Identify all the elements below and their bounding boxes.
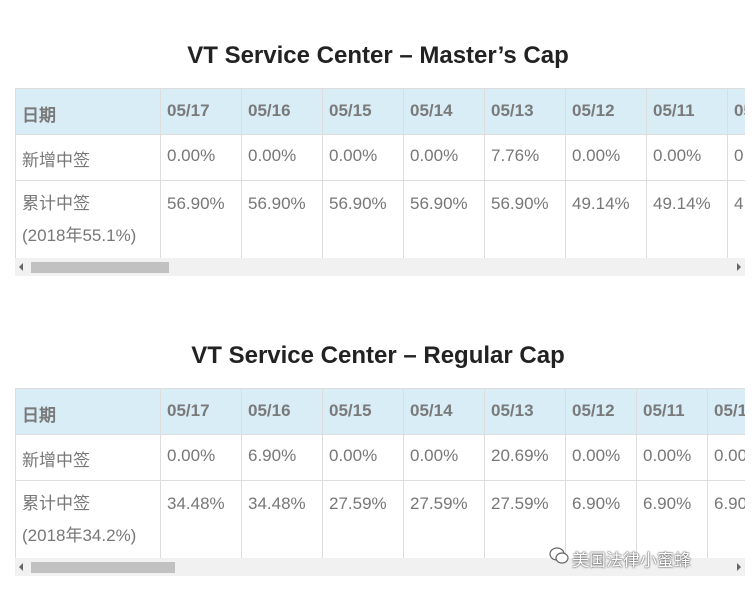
header-cell: 日期 [15,388,161,435]
table-title: VT Service Center – Regular Cap [191,342,565,369]
value-cell: 0.00% [636,434,708,481]
scroll-left[interactable] [19,563,23,571]
value-cell: 0.00% [160,134,242,181]
value-cell: 0.00 [707,434,745,481]
value-cell: 6.90 [707,480,745,559]
header-row: 日期 05/17 05/16 05/15 05/14 05/13 05/12 05/11 05/… [15,388,745,435]
value-cell: 6.90% [241,434,323,481]
value-cell: 27.59% [403,480,485,559]
scrollbar[interactable] [15,258,745,276]
scroll-left[interactable] [19,263,23,271]
value-cell: 27.59% [484,480,566,559]
watermark-icon [549,547,569,564]
header-cell: 05/17 [160,88,242,135]
scroll-right[interactable] [737,263,741,271]
header-cell: 05/15 [322,388,404,435]
header-cell: 05/17 [160,388,242,435]
label-line: 新增中签 [22,151,90,170]
value-cell: 0.00% [403,434,485,481]
value-cell: 0.00% [241,134,323,181]
value-cell: 56.90% [322,180,404,259]
header-cell: 05/16 [241,388,323,435]
row-label: 新增中签 [15,434,161,481]
header-cell: 05/11 [636,388,708,435]
row-label: 新增中签 [15,134,161,181]
value-cell: 56.90% [241,180,323,259]
header-cell: 05/16 [241,88,323,135]
header-cell: 05/12 [565,88,647,135]
value-cell: 0.00% [403,134,485,181]
label-line: 新增中签 [22,451,90,470]
value-cell: 20.69% [484,434,566,481]
header-cell: 05/13 [484,88,566,135]
table-row: 新增中签 0.00% 6.90% 0.00% 0.00% 20.69% 0.00% 0.00%… [15,434,745,481]
value-cell: 0.00% [565,134,647,181]
table-title: VT Service Center – Master’s Cap [187,42,569,69]
scroll-thumb[interactable] [31,562,175,573]
row-label: 累计中签 (2018年34.2%) [15,480,161,559]
value-cell: 6.90% [565,480,637,559]
value-cell: 7.76% [484,134,566,181]
value-cell: 56.90% [484,180,566,259]
value-cell: 0.00% [565,434,637,481]
header-cell: 05/1 [707,388,745,435]
scroll-right[interactable] [737,563,741,571]
value-cell: 0.00% [646,134,728,181]
data-table: 日期 05/17 05/16 05/15 05/14 05/13 05/12 05/11 05/… [15,388,745,559]
value-cell: 0.00% [160,434,242,481]
value-cell: 49.14% [646,180,728,259]
value-cell: 56.90% [160,180,242,259]
header-cell: 05/14 [403,88,485,135]
scroll-thumb[interactable] [31,262,169,273]
value-cell: 34.48% [241,480,323,559]
label-line: 累计中签 [22,494,90,513]
value-cell: 4 [727,180,745,259]
row-label: 累计中签 (2018年55.1%) [15,180,161,259]
table-row: 累计中签 (2018年34.2%) 34.48% 34.48% 27.59% 27.59%… [15,480,745,559]
table-row: 新增中签 0.00% 0.00% 0.00% 0.00% 7.76% 0.00% 0.00% 0 [15,134,745,181]
value-cell: 6.90% [636,480,708,559]
header-cell: 05/14 [403,388,485,435]
label-line: (2018年55.1%) [22,226,137,245]
value-cell: 0.00% [322,134,404,181]
header-cell: 05 [727,88,745,135]
watermark: 美国法律小蜜蜂 [572,551,691,570]
label-line: (2018年34.2%) [22,526,137,545]
value-cell: 49.14% [565,180,647,259]
table-container: 日期 05/17 05/16 05/15 05/14 05/13 05/12 05/11 05/… [15,388,745,559]
value-cell: 34.48% [160,480,242,559]
value-cell: 0.00% [322,434,404,481]
table-row: 累计中签 (2018年55.1%) 56.90% 56.90% 56.90% 56.90%… [15,180,745,259]
header-cell: 05/13 [484,388,566,435]
value-cell: 27.59% [322,480,404,559]
header-cell: 日期 [15,88,161,135]
header-cell: 05/15 [322,88,404,135]
header-cell: 05/11 [646,88,728,135]
value-cell: 0 [727,134,745,181]
header-cell: 05/12 [565,388,637,435]
value-cell: 56.90% [403,180,485,259]
label-line: 累计中签 [22,194,90,213]
